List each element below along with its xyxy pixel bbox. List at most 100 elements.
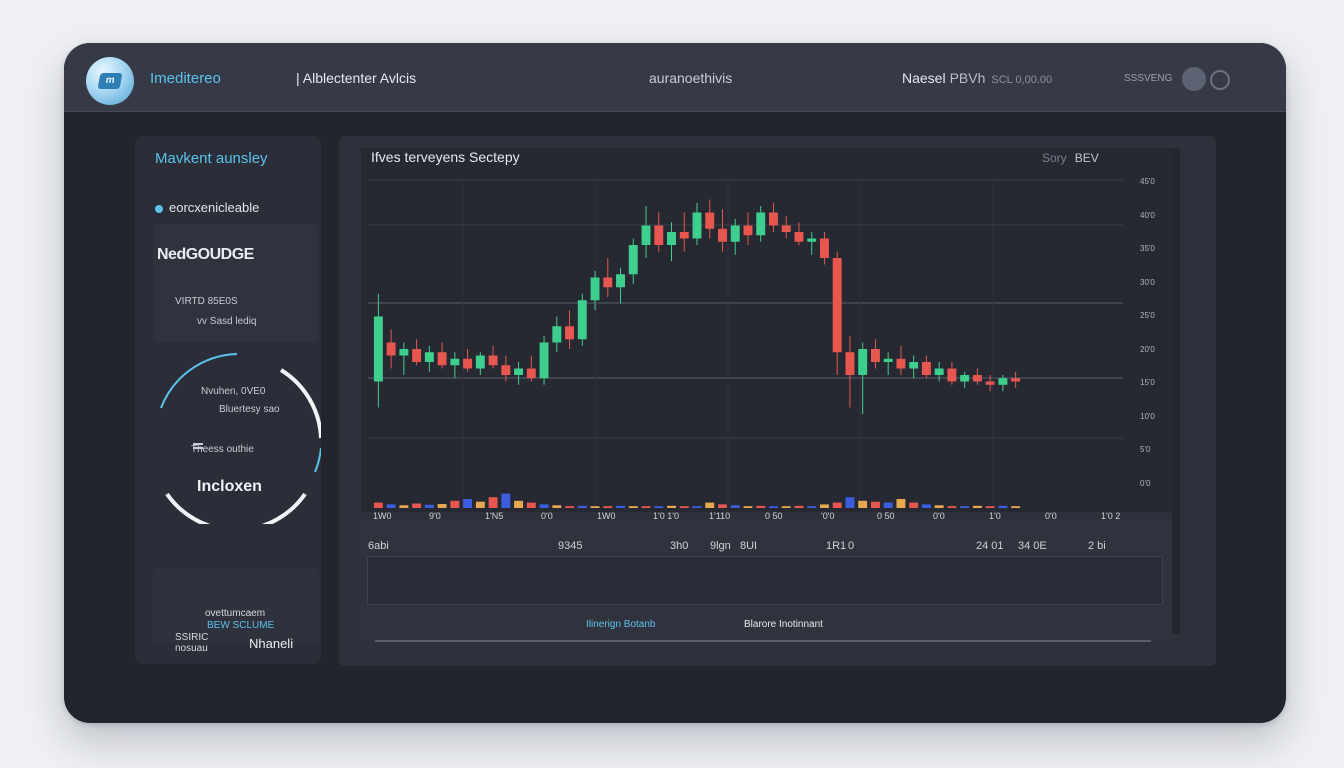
volume-series xyxy=(373,493,1021,508)
sub-panel-label: 0 xyxy=(848,540,855,552)
candle-body[interactable] xyxy=(769,212,778,226)
candle-body[interactable] xyxy=(565,326,575,340)
chart-scrollbar[interactable] xyxy=(1172,148,1180,634)
volume-bar xyxy=(577,505,587,508)
candle-body[interactable] xyxy=(514,368,524,376)
candle-body[interactable] xyxy=(1011,378,1021,382)
candle-body[interactable] xyxy=(692,212,702,239)
chart-option-value: BEV xyxy=(1074,151,1099,165)
candle-body[interactable] xyxy=(832,258,842,353)
sub-panel-label: 6abi xyxy=(368,540,389,552)
candle-body[interactable] xyxy=(730,225,740,242)
nav-item-center[interactable]: auranoethivis xyxy=(649,70,733,86)
sub-panel-chart[interactable] xyxy=(367,556,1163,605)
candle-body[interactable] xyxy=(845,352,855,375)
candle-body[interactable] xyxy=(960,375,970,382)
candle-body[interactable] xyxy=(603,277,613,288)
candle-body[interactable] xyxy=(679,232,689,239)
candle-body[interactable] xyxy=(501,365,511,375)
candle-body[interactable] xyxy=(947,368,957,382)
candle-body[interactable] xyxy=(577,300,587,340)
sub-panel-label: 24 01 xyxy=(976,540,1004,552)
candle-body[interactable] xyxy=(972,375,982,382)
candle-body[interactable] xyxy=(373,316,383,382)
sub-panel-label: 34 0E xyxy=(1018,540,1047,552)
gauge-line-2: Bluertesy sao xyxy=(219,404,280,415)
x-tick-label: 1'N5 xyxy=(485,511,504,521)
notification-icon[interactable] xyxy=(1210,70,1230,90)
candle-body[interactable] xyxy=(463,358,473,369)
volume-bar xyxy=(794,505,804,508)
candle-body[interactable] xyxy=(756,212,766,236)
chart-option-label: Sory xyxy=(1042,151,1067,165)
candlestick-chart[interactable] xyxy=(368,170,1128,510)
candle-body[interactable] xyxy=(488,355,498,366)
candle-body[interactable] xyxy=(628,245,638,275)
candle-body[interactable] xyxy=(858,349,868,375)
candle-body[interactable] xyxy=(883,358,893,362)
user-avatar-icon[interactable] xyxy=(1182,67,1206,91)
sidebar-footer-user[interactable]: Nhaneli xyxy=(249,636,294,651)
candle-body[interactable] xyxy=(921,362,931,375)
candle-body[interactable] xyxy=(896,358,906,369)
candle-body[interactable] xyxy=(909,362,919,369)
volume-bar xyxy=(921,504,931,508)
candle-body[interactable] xyxy=(934,368,944,376)
sub-panel-label: 2 bi xyxy=(1088,540,1106,552)
gauge-widget[interactable]: Nvuhen, 0VE0 Bluertesy sao Theess outhie… xyxy=(153,348,323,533)
x-tick-label: 1W0 xyxy=(597,511,616,521)
nav-market-label: Naesel xyxy=(902,70,946,86)
candle-body[interactable] xyxy=(450,358,460,366)
volume-bar xyxy=(437,504,447,508)
nav-item-settings[interactable]: SSSVENG xyxy=(1124,73,1173,84)
candle-body[interactable] xyxy=(705,212,715,229)
candle-body[interactable] xyxy=(412,349,422,362)
sub-panel-label: 9lgn xyxy=(710,540,731,552)
candle-body[interactable] xyxy=(590,277,600,301)
candle-body[interactable] xyxy=(654,225,664,246)
x-tick-label: 1'110 xyxy=(709,511,731,521)
volume-card[interactable]: ovettumcaem BEW SCLUME xyxy=(153,568,319,644)
candle-body[interactable] xyxy=(743,225,753,236)
app-logo[interactable]: m xyxy=(86,57,134,105)
candle-body[interactable] xyxy=(552,326,562,343)
candle-body[interactable] xyxy=(616,274,625,288)
volume-bar xyxy=(628,506,638,508)
candle-body[interactable] xyxy=(437,352,447,366)
volume-bar xyxy=(399,505,409,508)
x-tick-label: 9'0 xyxy=(429,511,441,521)
legend-right[interactable]: Blarore Inotinnant xyxy=(744,619,823,630)
nav-item-analysis[interactable]: | Alblectenter Avlcis xyxy=(296,70,417,86)
y-tick-label: 35'0 xyxy=(1140,244,1155,253)
candle-body[interactable] xyxy=(819,238,829,259)
candle-body[interactable] xyxy=(526,368,536,379)
volume-bar xyxy=(896,499,906,508)
candle-body[interactable] xyxy=(870,349,880,362)
chart-options[interactable]: Sory BEV xyxy=(1042,151,1099,165)
volume-bar xyxy=(781,506,791,508)
candle-body[interactable] xyxy=(475,355,485,369)
candle-body[interactable] xyxy=(998,378,1008,385)
candle-body[interactable] xyxy=(641,225,651,246)
volume-bar xyxy=(718,504,727,508)
volume-bar xyxy=(603,506,613,508)
candle-body[interactable] xyxy=(807,238,817,242)
candle-body[interactable] xyxy=(399,349,409,356)
volume-bar xyxy=(870,501,880,508)
candle-body[interactable] xyxy=(424,352,434,362)
candle-body[interactable] xyxy=(718,228,727,242)
nav-item-market[interactable]: Naesel PBVh SCL 0,00.00 xyxy=(902,70,1052,86)
sidebar-subtitle[interactable]: eorcxenicleable xyxy=(155,200,259,215)
legend-left[interactable]: Ilinerign Botanb xyxy=(586,619,656,630)
candle-body[interactable] xyxy=(781,225,791,233)
candle-body[interactable] xyxy=(667,232,676,245)
volume-bar xyxy=(539,504,549,508)
volume-bar xyxy=(424,504,434,508)
candle-body[interactable] xyxy=(794,232,804,242)
summary-card[interactable]: NedGOUDGE VIRTD 85E0S vv Sasd lediq xyxy=(153,224,319,342)
candle-body[interactable] xyxy=(539,342,549,379)
candle-body[interactable] xyxy=(985,381,995,385)
volume-bar xyxy=(373,502,383,508)
volume-bar xyxy=(1011,506,1021,508)
candle-body[interactable] xyxy=(386,342,396,356)
